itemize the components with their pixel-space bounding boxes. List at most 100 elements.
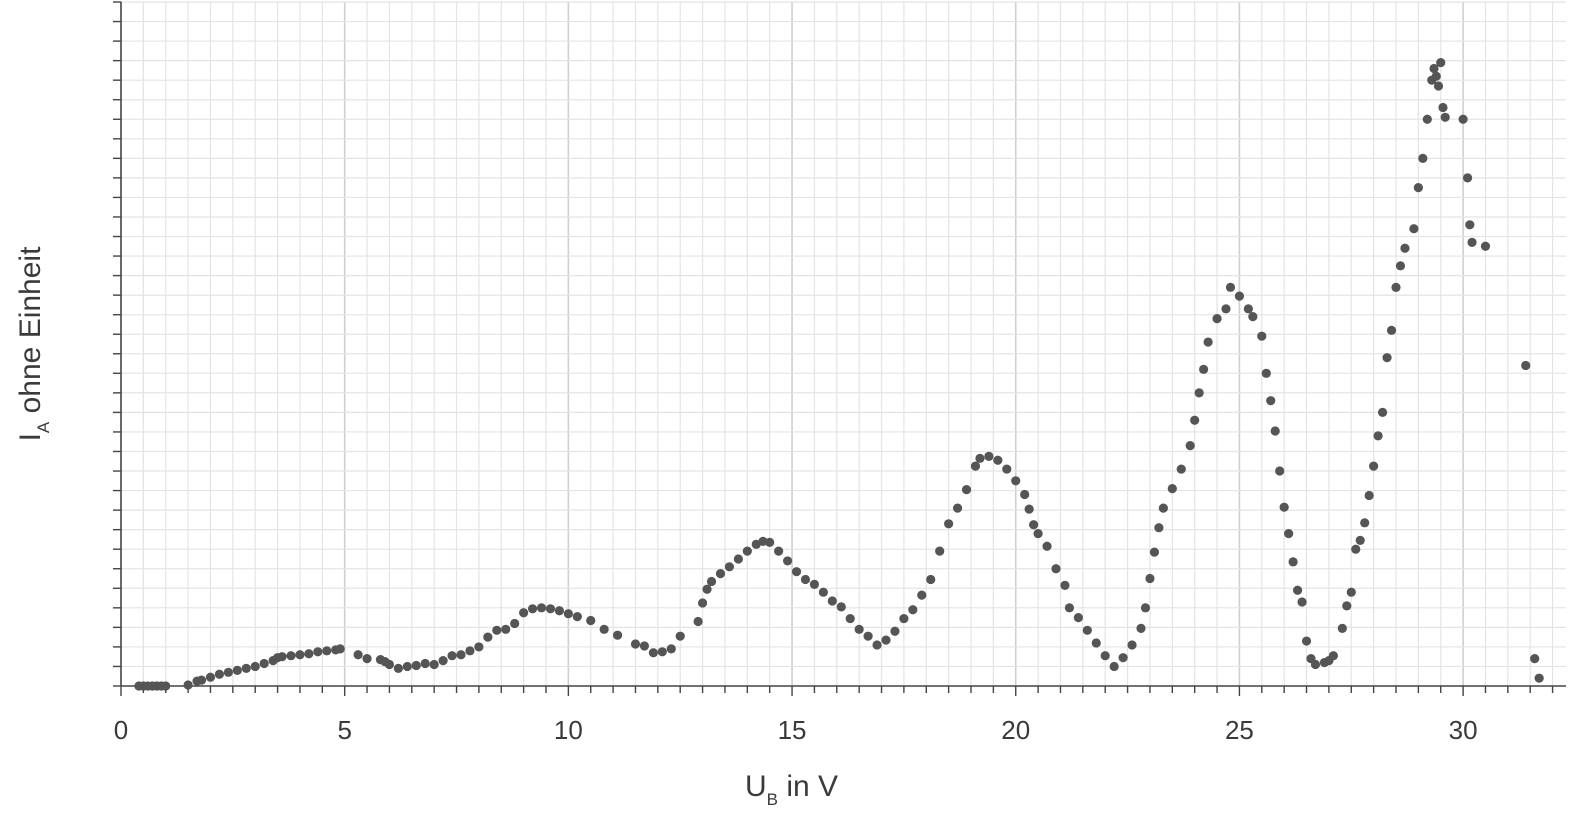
x-tick-label: 10 xyxy=(554,715,583,745)
data-point xyxy=(1465,220,1475,230)
data-point xyxy=(917,590,927,600)
data-point xyxy=(1203,337,1213,347)
data-point xyxy=(1221,304,1231,314)
data-point xyxy=(1109,661,1119,672)
data-point xyxy=(527,604,538,614)
data-point xyxy=(1145,573,1155,584)
data-point xyxy=(572,612,582,622)
data-point xyxy=(393,663,403,674)
x-tick-label: 30 xyxy=(1449,715,1478,745)
data-point xyxy=(492,625,502,635)
data-point xyxy=(1140,603,1151,613)
data-point xyxy=(501,624,511,634)
data-point xyxy=(384,659,395,670)
data-point xyxy=(1284,528,1294,539)
data-point xyxy=(899,613,909,624)
data-point xyxy=(791,567,802,577)
data-point xyxy=(908,605,918,615)
data-point xyxy=(183,680,193,690)
data-point xyxy=(599,624,609,634)
data-point xyxy=(648,648,658,658)
data-point xyxy=(1288,557,1298,567)
data-point xyxy=(935,546,945,556)
data-point xyxy=(970,461,981,471)
data-point xyxy=(733,554,743,564)
data-point xyxy=(536,603,547,613)
data-point xyxy=(1458,114,1468,124)
data-point xyxy=(456,650,466,660)
data-point xyxy=(1431,71,1441,81)
data-point xyxy=(1060,580,1070,590)
data-point xyxy=(1091,638,1101,648)
data-point xyxy=(241,663,251,674)
data-point xyxy=(322,646,332,656)
data-point xyxy=(1158,503,1168,513)
data-point xyxy=(863,631,873,641)
data-point xyxy=(411,660,421,671)
data-point xyxy=(845,613,855,624)
data-point xyxy=(1212,313,1222,324)
data-point xyxy=(1418,153,1428,163)
data-point xyxy=(1292,585,1303,595)
data-point xyxy=(1029,520,1039,530)
x-tick-label: 5 xyxy=(337,715,351,745)
data-point xyxy=(809,579,820,589)
data-point xyxy=(639,641,650,651)
data-point xyxy=(1042,541,1052,551)
data-point xyxy=(586,615,596,626)
data-point xyxy=(353,650,363,660)
data-point xyxy=(630,639,641,649)
data-point xyxy=(984,451,994,461)
data-point xyxy=(304,649,314,659)
data-point xyxy=(1369,461,1379,471)
data-point xyxy=(1270,426,1280,436)
data-point xyxy=(563,609,573,619)
x-tick-label: 0 xyxy=(114,715,128,745)
data-point xyxy=(402,661,412,672)
data-point xyxy=(1279,502,1289,512)
data-point xyxy=(1194,388,1204,398)
data-point xyxy=(554,606,565,616)
x-axis-label-main: U xyxy=(745,770,767,803)
data-point xyxy=(1413,183,1423,193)
data-point xyxy=(612,630,623,640)
data-point xyxy=(706,576,717,587)
x-tick-labels: 0 5 10 15 20 25 30 xyxy=(114,715,1478,745)
data-point xyxy=(1355,535,1365,546)
data-point xyxy=(1073,613,1083,623)
data-point xyxy=(1351,544,1361,554)
data-point xyxy=(438,655,448,666)
data-point xyxy=(1082,625,1092,635)
data-point xyxy=(1364,490,1374,501)
data-point xyxy=(1051,564,1061,574)
data-point xyxy=(1433,81,1444,91)
y-axis-label-main: I xyxy=(14,433,47,441)
data-point xyxy=(1429,63,1439,74)
data-point xyxy=(952,503,963,513)
data-point xyxy=(715,569,726,579)
data-point xyxy=(1534,673,1544,683)
data-point xyxy=(1342,601,1352,611)
data-point xyxy=(286,651,296,661)
data-point xyxy=(1033,528,1043,539)
data-point xyxy=(800,574,811,585)
data-point xyxy=(1337,623,1347,633)
data-point xyxy=(1118,653,1128,663)
data-point xyxy=(232,665,242,675)
data-point xyxy=(1346,587,1356,597)
data-point xyxy=(1391,282,1401,292)
data-point xyxy=(259,658,269,669)
data-point xyxy=(1024,504,1034,514)
data-point xyxy=(1386,325,1397,335)
data-point xyxy=(1297,597,1307,607)
data-point xyxy=(697,598,708,608)
data-point xyxy=(1243,304,1253,314)
data-point xyxy=(1409,224,1419,234)
data-point xyxy=(1438,102,1448,113)
data-point xyxy=(447,651,457,661)
data-point xyxy=(1480,241,1491,251)
data-point xyxy=(1020,489,1030,500)
data-point xyxy=(161,681,171,691)
y-axis-label: IA ohne Einheit xyxy=(14,246,53,441)
data-point xyxy=(742,546,752,556)
